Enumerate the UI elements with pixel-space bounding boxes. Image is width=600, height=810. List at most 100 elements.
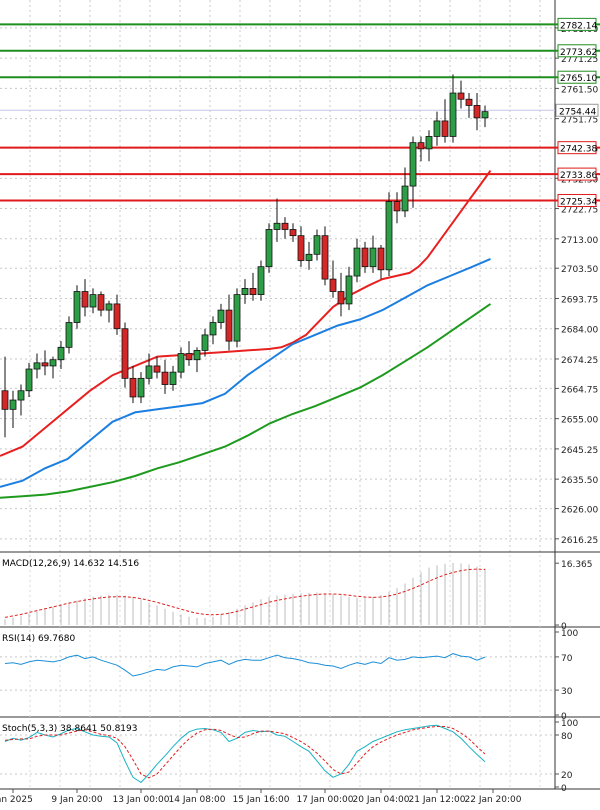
y-tick-label: 2722.75	[561, 206, 598, 216]
candle-bearish	[441, 120, 449, 137]
candle-bullish	[385, 201, 393, 271]
support-level-label: 2742.38	[560, 145, 597, 155]
candle-bearish	[465, 98, 473, 106]
current-price-box	[555, 103, 599, 117]
x-tick-label: 9 Jan 20:00	[51, 795, 103, 805]
candle-bearish	[281, 222, 289, 230]
y-tick-label: 2645.25	[561, 446, 598, 456]
support-level-label: 2733.86	[560, 171, 597, 181]
candle-bearish	[153, 365, 161, 373]
candle-bearish	[249, 288, 257, 296]
candle-bullish	[25, 368, 33, 392]
rsi-line	[4, 653, 486, 677]
candle-bearish	[297, 235, 305, 261]
y-tick-label: 0	[561, 712, 567, 722]
candle-bearish	[289, 229, 297, 237]
candle-bullish	[241, 288, 249, 296]
x-tick-label: Jan 2025	[0, 795, 33, 805]
candle-bullish	[57, 346, 65, 361]
y-tick-label: 0	[561, 622, 567, 632]
candle-bearish	[225, 309, 233, 342]
candle-bullish	[273, 222, 281, 230]
stoch-d-line	[4, 726, 486, 779]
candle-bearish	[329, 278, 337, 292]
y-tick-label: 2684.00	[561, 326, 598, 336]
candle-bullish	[353, 247, 361, 277]
y-tick-label: 2751.75	[561, 116, 598, 126]
stoch-label: Stoch(5,3,3) 38.8641 50.8193	[2, 724, 137, 734]
x-tick-label: 17 Jan 00:00	[297, 795, 354, 805]
resistance-level-label: 2773.62	[560, 48, 597, 58]
candle-bearish	[473, 105, 481, 119]
resistance-level-box	[557, 70, 597, 84]
candle-bearish	[321, 235, 329, 280]
candle-bearish	[113, 303, 121, 330]
x-tick-label: 22 Jan 20:00	[465, 795, 522, 805]
moving-average-line	[0, 170, 492, 457]
candle-bullish	[313, 235, 321, 255]
candle-bullish	[217, 309, 225, 323]
candle-bullish	[137, 377, 145, 398]
candle-bullish	[145, 365, 153, 379]
x-tick-label: 14 Jan 08:00	[169, 795, 226, 805]
candle-bullish	[409, 142, 417, 187]
candle-bullish	[193, 350, 201, 361]
y-tick-label: 2703.50	[561, 265, 598, 275]
support-level-box	[557, 194, 597, 208]
candle-bearish	[457, 92, 465, 100]
candle-bearish	[41, 362, 49, 367]
y-tick-label: 100	[561, 719, 578, 729]
y-tick-label: 100	[561, 629, 578, 639]
candle-bullish	[201, 334, 209, 351]
support-level-label: 2725.34	[560, 198, 597, 208]
candle-bullish	[73, 291, 81, 323]
candle-bullish	[401, 185, 409, 212]
candle-bearish	[417, 142, 425, 150]
candle-bearish	[121, 328, 129, 379]
candle-bullish	[65, 322, 73, 348]
candle-bullish	[89, 294, 97, 308]
y-tick-label: 2693.75	[561, 295, 598, 305]
macd-signal-line	[4, 568, 486, 618]
y-tick-label: 80	[561, 732, 573, 742]
macd-label: MACD(12,26,9) 14.632 14.516	[2, 559, 139, 569]
candle-bearish	[361, 247, 369, 268]
y-tick-label: 70	[561, 654, 573, 664]
candle-bearish	[81, 291, 89, 308]
support-level-box	[557, 141, 597, 155]
moving-average-line	[0, 303, 492, 499]
moving-average-line	[0, 257, 491, 488]
x-tick-label: 20 Jan 04:00	[353, 795, 410, 805]
candle-bearish	[97, 294, 105, 311]
candle-bearish	[129, 377, 137, 398]
candle-bullish	[177, 353, 185, 373]
candle-bullish	[305, 253, 313, 261]
candle-bearish	[185, 353, 193, 361]
candle-bullish	[49, 359, 57, 367]
y-tick-label: 2761.50	[561, 85, 598, 95]
candle-bullish	[257, 266, 265, 296]
candle-bearish	[1, 390, 9, 410]
candle-bullish	[345, 275, 353, 305]
candle-bullish	[17, 390, 25, 401]
candle-bearish	[337, 291, 345, 305]
resistance-level-label: 2782.14	[560, 21, 597, 31]
candle-bullish	[9, 399, 17, 410]
resistance-level-label: 2765.10	[560, 74, 597, 84]
candle-bullish	[425, 136, 433, 150]
candle-bearish	[393, 201, 401, 212]
y-tick-label: 2674.25	[561, 356, 598, 366]
y-tick-label: 2655.00	[561, 416, 598, 426]
candle-bearish	[377, 247, 385, 271]
candle-bullish	[209, 322, 217, 336]
resistance-level-box	[557, 17, 597, 31]
candle-bullish	[233, 294, 241, 342]
candle-bullish	[369, 247, 377, 268]
candle-bullish	[169, 371, 177, 385]
y-tick-label: 20	[561, 771, 573, 781]
support-level-box	[557, 167, 597, 181]
candle-bullish	[481, 111, 489, 119]
x-tick-label: 13 Jan 00:00	[113, 795, 170, 805]
